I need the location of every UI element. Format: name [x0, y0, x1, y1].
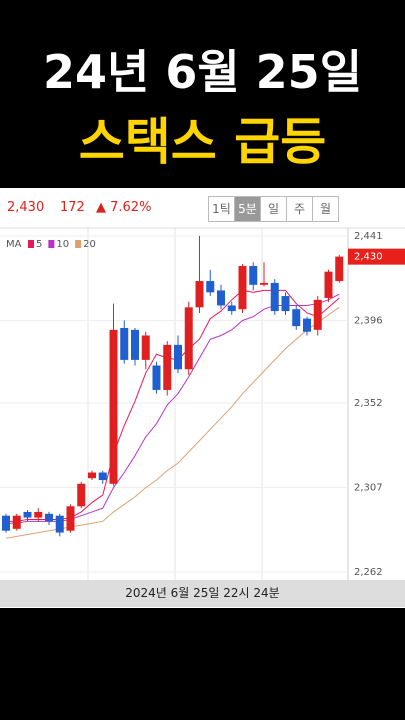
tab[interactable]: 1틱 — [208, 196, 235, 222]
candle-body — [34, 511, 43, 518]
candle-body — [141, 335, 150, 360]
candle-body — [98, 472, 107, 481]
ma-line — [6, 293, 340, 524]
headline: 24년 6월 25일 — [42, 45, 363, 99]
chart: 2,441 2,396 2,352 2,307 2,262 2,430 MA 5 10 20 — [0, 227, 405, 580]
candle-body — [45, 513, 53, 522]
candle-body — [238, 266, 247, 310]
y-tick-label: 2,352 — [354, 398, 383, 409]
candle-body — [324, 271, 333, 298]
legend-label: 5 — [36, 239, 42, 250]
candle-body — [174, 344, 182, 370]
ma-line — [6, 289, 340, 522]
ma-line — [5, 306, 340, 539]
candle-body — [270, 282, 279, 312]
headline: 스택스 급등 — [78, 113, 327, 171]
legend-label: 20 — [83, 239, 96, 250]
legend-title: MA — [6, 239, 22, 250]
tab[interactable]: 주 — [286, 196, 313, 222]
candle-body — [303, 318, 311, 332]
candle-body — [249, 266, 258, 285]
candle-body — [109, 329, 118, 484]
candle-body — [120, 327, 129, 360]
candle-body — [131, 329, 139, 360]
price-tag — [348, 248, 405, 265]
candle-body — [335, 256, 344, 282]
legend-label: 10 — [56, 239, 69, 250]
candle-body — [66, 506, 75, 531]
change: 172 — [60, 200, 85, 215]
y-tick-label: 2,262 — [354, 567, 383, 578]
candle-body — [163, 344, 172, 390]
candle-body — [152, 365, 161, 390]
tab[interactable]: 월 — [312, 196, 339, 222]
candle-body — [227, 305, 236, 312]
legend-swatch — [28, 240, 34, 248]
candle-body — [55, 515, 64, 533]
candle-body — [88, 472, 96, 479]
y-tick-label: 2,396 — [354, 315, 383, 326]
candle-body — [2, 515, 10, 531]
price-tag-label: 2,430 — [354, 252, 383, 263]
y-tick-label: 2,441 — [354, 231, 383, 242]
candle-body — [206, 281, 215, 293]
tabs: 1틱 5분 일 주 월 — [208, 196, 339, 222]
candle-body — [313, 299, 322, 330]
candle-body — [281, 296, 290, 312]
tab[interactable]: 일 — [260, 196, 287, 222]
candle-body — [184, 307, 193, 370]
legend-swatch — [75, 240, 82, 248]
candle-body — [217, 290, 225, 306]
candle-body — [77, 483, 86, 507]
candle-body — [195, 281, 204, 308]
candle-body — [12, 515, 21, 529]
candle-body — [292, 309, 301, 327]
candle-body — [260, 282, 268, 285]
footer: 2024년 6월 25일 22시 24분 — [0, 580, 405, 607]
candle-body — [23, 511, 32, 518]
change-pct: ▲ 7.62% — [96, 200, 152, 215]
price: 2,430 — [7, 200, 45, 215]
y-tick-label: 2,307 — [354, 483, 383, 494]
legend-swatch — [48, 240, 55, 248]
